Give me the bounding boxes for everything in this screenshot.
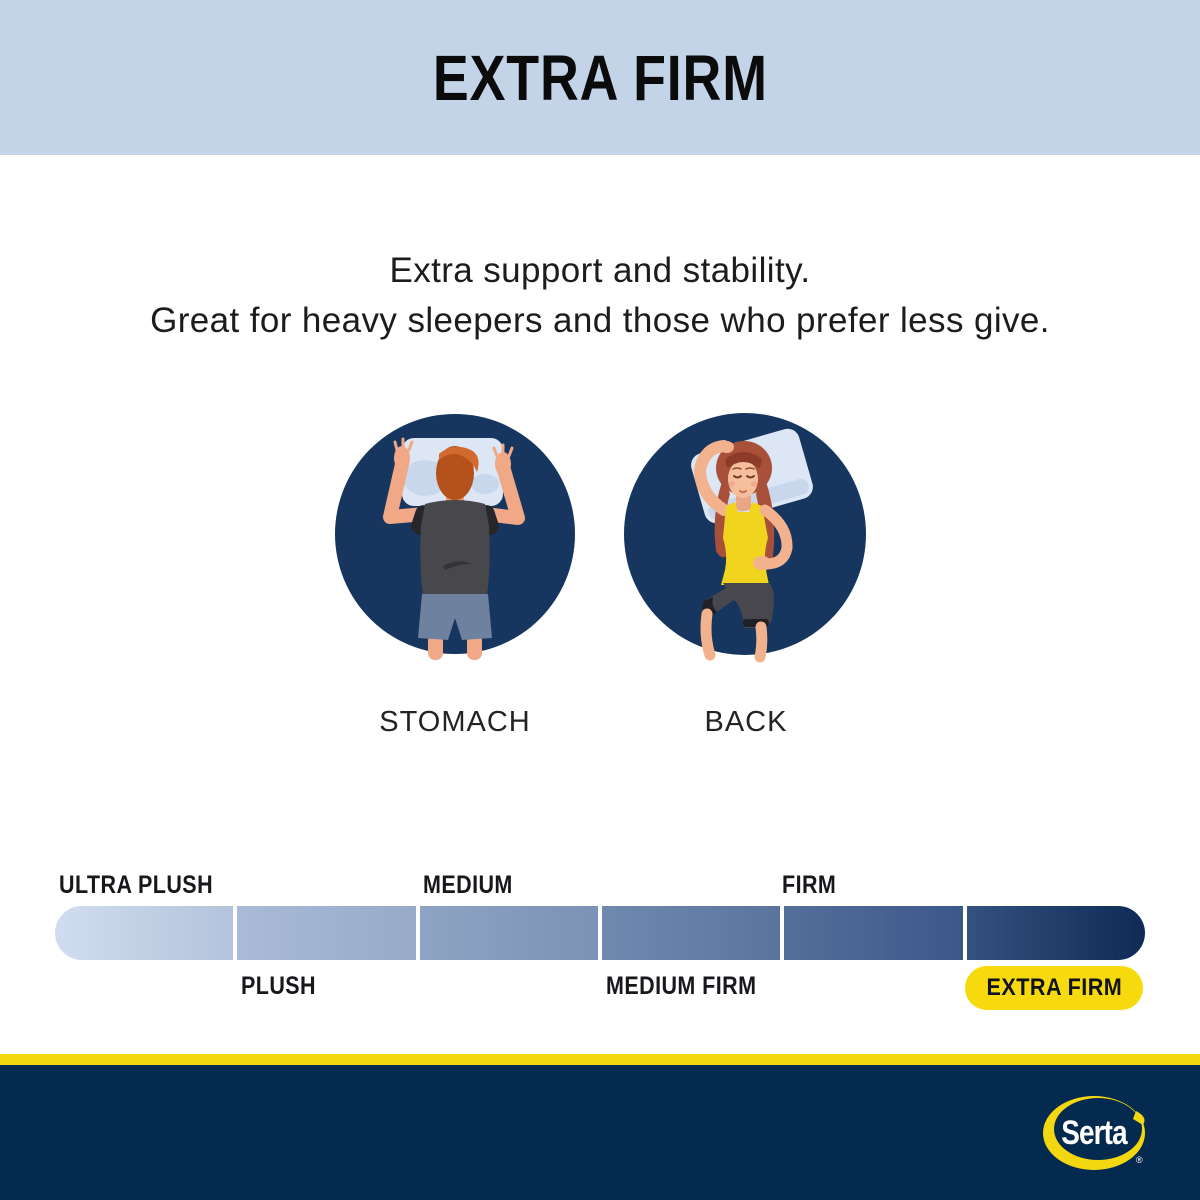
hand [720, 441, 734, 453]
label-ultra-plush: ULTRA PLUSH [59, 871, 214, 899]
selected-firmness-label: EXTRA FIRM [986, 974, 1122, 1001]
stomach-sleeper-illustration [335, 414, 575, 660]
bar-segment [419, 906, 598, 960]
bar-segment [784, 906, 963, 960]
header-banner: EXTRA FIRM [0, 0, 1200, 155]
scale-labels-above: ULTRA PLUSH MEDIUM FIRM [55, 868, 1145, 906]
face [725, 452, 762, 498]
bar-segment [237, 906, 416, 960]
intro-line-2: Great for heavy sleepers and those who p… [150, 301, 1050, 340]
bar-segment [55, 906, 234, 960]
arm-on-stomach [759, 504, 793, 570]
footer-bar: Serta ® [0, 1065, 1200, 1200]
label-plush: PLUSH [241, 972, 317, 1000]
label-firm: FIRM [782, 871, 837, 899]
page-title: EXTRA FIRM [432, 41, 768, 114]
bar-segment [966, 906, 1145, 960]
registered-mark: ® [1136, 1155, 1143, 1165]
legs [700, 608, 768, 663]
logo-wordmark: Serta [1061, 1113, 1128, 1151]
hand [753, 556, 771, 570]
firmness-bar [55, 906, 1145, 960]
stomach-label: STOMACH [379, 706, 531, 738]
scale-labels-below: PLUSH MEDIUM FIRM EXTRA FIRM [55, 960, 1145, 1020]
head-hair [436, 446, 479, 500]
back-sleeper-illustration [624, 413, 866, 663]
shorts [418, 594, 492, 640]
yellow-divider-stripe [0, 1054, 1200, 1065]
firmness-scale: ULTRA PLUSH MEDIUM FIRM PLUSH MEDIUM FIR… [55, 868, 1145, 1020]
serta-logo: Serta ® [1043, 1091, 1152, 1170]
intro-line-1: Extra support and stability. [389, 251, 811, 290]
bar-segment [601, 906, 781, 960]
label-medium: MEDIUM [423, 871, 513, 899]
t-shirt [411, 500, 499, 596]
back-label: BACK [704, 706, 788, 738]
label-medium-firm: MEDIUM FIRM [606, 972, 757, 1000]
arm-over-head [693, 440, 730, 516]
intro-text: Extra support and stability. Great for h… [0, 246, 1200, 346]
arms [383, 437, 525, 525]
selected-firmness-badge: EXTRA FIRM [965, 966, 1143, 1010]
legs [428, 634, 482, 660]
neck [736, 496, 751, 511]
